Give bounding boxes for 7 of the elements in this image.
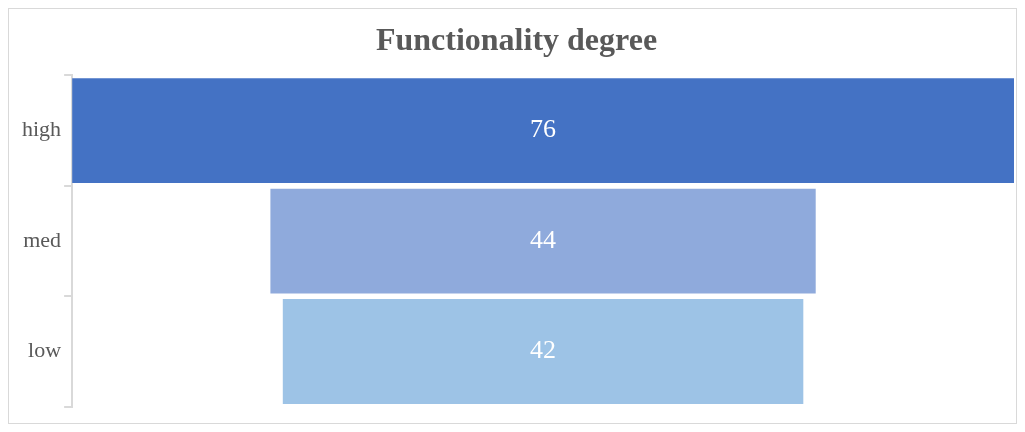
data-label: 76 <box>530 114 557 144</box>
data-label: 44 <box>530 224 557 254</box>
data-label: 42 <box>530 335 557 365</box>
category-label: med <box>23 226 62 252</box>
category-label: high <box>21 116 62 142</box>
text: Functionality degree <box>375 21 658 58</box>
category-label: low <box>28 337 62 363</box>
